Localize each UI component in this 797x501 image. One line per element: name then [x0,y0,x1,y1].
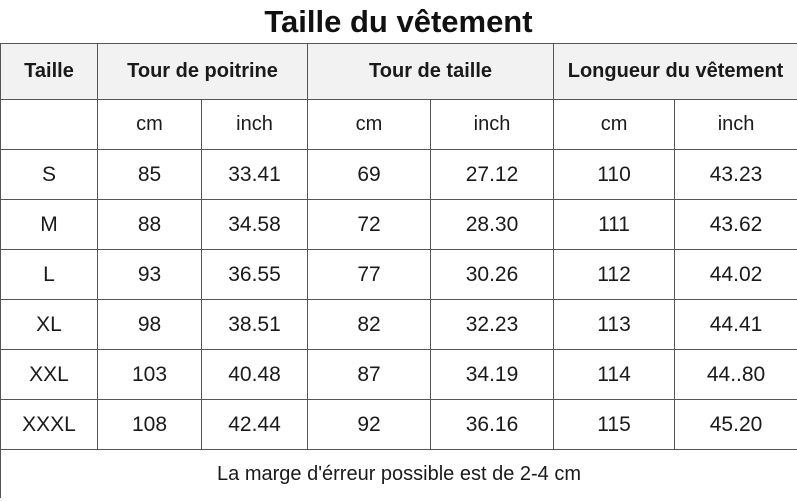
cell-length-inch: 44.02 [674,249,797,300]
cell-chest-cm: 98 [97,299,202,350]
cell-waist-cm: 77 [307,249,432,300]
cell-size: XL [0,299,98,350]
header-row: Taille Tour de poitrine Tour de taille L… [0,43,797,100]
cell-waist-inch: 34.19 [430,349,555,400]
cell-waist-cm: 72 [307,199,432,250]
size-rows: S 85 33.41 69 27.12 110 43.23 M 88 34.58 72 28.30 11… [0,149,797,450]
table-row: XXL 103 40.48 87 34.19 114 44..80 [0,349,797,400]
cell-waist-cm: 69 [307,149,432,200]
cell-chest-inch: 34.58 [200,199,309,250]
footnote-row: La marge d'érreur possible est de 2-4 cm [0,449,797,498]
cell-size: L [0,249,98,300]
cell-length-cm: 114 [553,349,676,400]
cell-chest-cm: 103 [97,349,202,400]
page-title: Taille du vêtement [264,4,533,39]
cell-length-cm: 112 [553,249,676,300]
cell-chest-inch: 40.48 [200,349,309,400]
cell-length-inch: 45.20 [674,399,797,450]
cell-waist-inch: 28.30 [430,199,555,250]
cell-waist-inch: 36.16 [430,399,555,450]
header-waist: Tour de taille [307,43,555,100]
unit-chest-cm: cm [97,99,202,150]
cell-size: M [0,199,98,250]
cell-chest-inch: 33.41 [200,149,309,200]
size-chart-table: Taille Tour de poitrine Tour de taille L… [0,43,797,498]
header-length: Longueur du vêtement [553,43,797,100]
cell-waist-cm: 87 [307,349,432,400]
header-chest: Tour de poitrine [96,43,309,100]
table-row: XXXL 108 42.44 92 36.16 115 45.20 [0,399,797,450]
cell-size: XXL [0,349,98,400]
table-row: S 85 33.41 69 27.12 110 43.23 [0,149,797,200]
cell-waist-inch: 27.12 [430,149,555,200]
cell-size: XXXL [0,399,98,450]
unit-waist-inch: inch [430,99,555,150]
cell-waist-inch: 30.26 [430,249,555,300]
cell-length-cm: 113 [553,299,676,350]
cell-waist-cm: 92 [307,399,432,450]
cell-size: S [0,149,98,200]
cell-chest-inch: 38.51 [200,299,309,350]
footnote: La marge d'érreur possible est de 2-4 cm [0,449,797,498]
cell-length-inch: 44.41 [674,299,797,350]
table-row: L 93 36.55 77 30.26 112 44.02 [0,249,797,300]
unit-chest-inch: inch [200,99,309,150]
cell-length-inch: 43.23 [674,149,797,200]
cell-chest-cm: 88 [97,199,202,250]
table-row: M 88 34.58 72 28.30 111 43.62 [0,199,797,250]
unit-waist-cm: cm [307,99,432,150]
cell-chest-cm: 93 [97,249,202,300]
cell-length-cm: 110 [553,149,676,200]
cell-waist-inch: 32.23 [430,299,555,350]
cell-chest-cm: 85 [97,149,202,200]
cell-chest-inch: 36.55 [200,249,309,300]
cell-length-inch: 43.62 [674,199,797,250]
table-row: XL 98 38.51 82 32.23 113 44.41 [0,299,797,350]
cell-chest-inch: 42.44 [200,399,309,450]
cell-length-cm: 115 [553,399,676,450]
cell-length-inch: 44..80 [674,349,797,400]
cell-length-cm: 111 [553,199,676,250]
unit-length-cm: cm [553,99,676,150]
header-size: Taille [0,43,98,100]
units-row: cm inch cm inch cm inch [0,99,797,150]
unit-length-inch: inch [674,99,797,150]
unit-size [0,99,98,150]
cell-waist-cm: 82 [307,299,432,350]
cell-chest-cm: 108 [97,399,202,450]
